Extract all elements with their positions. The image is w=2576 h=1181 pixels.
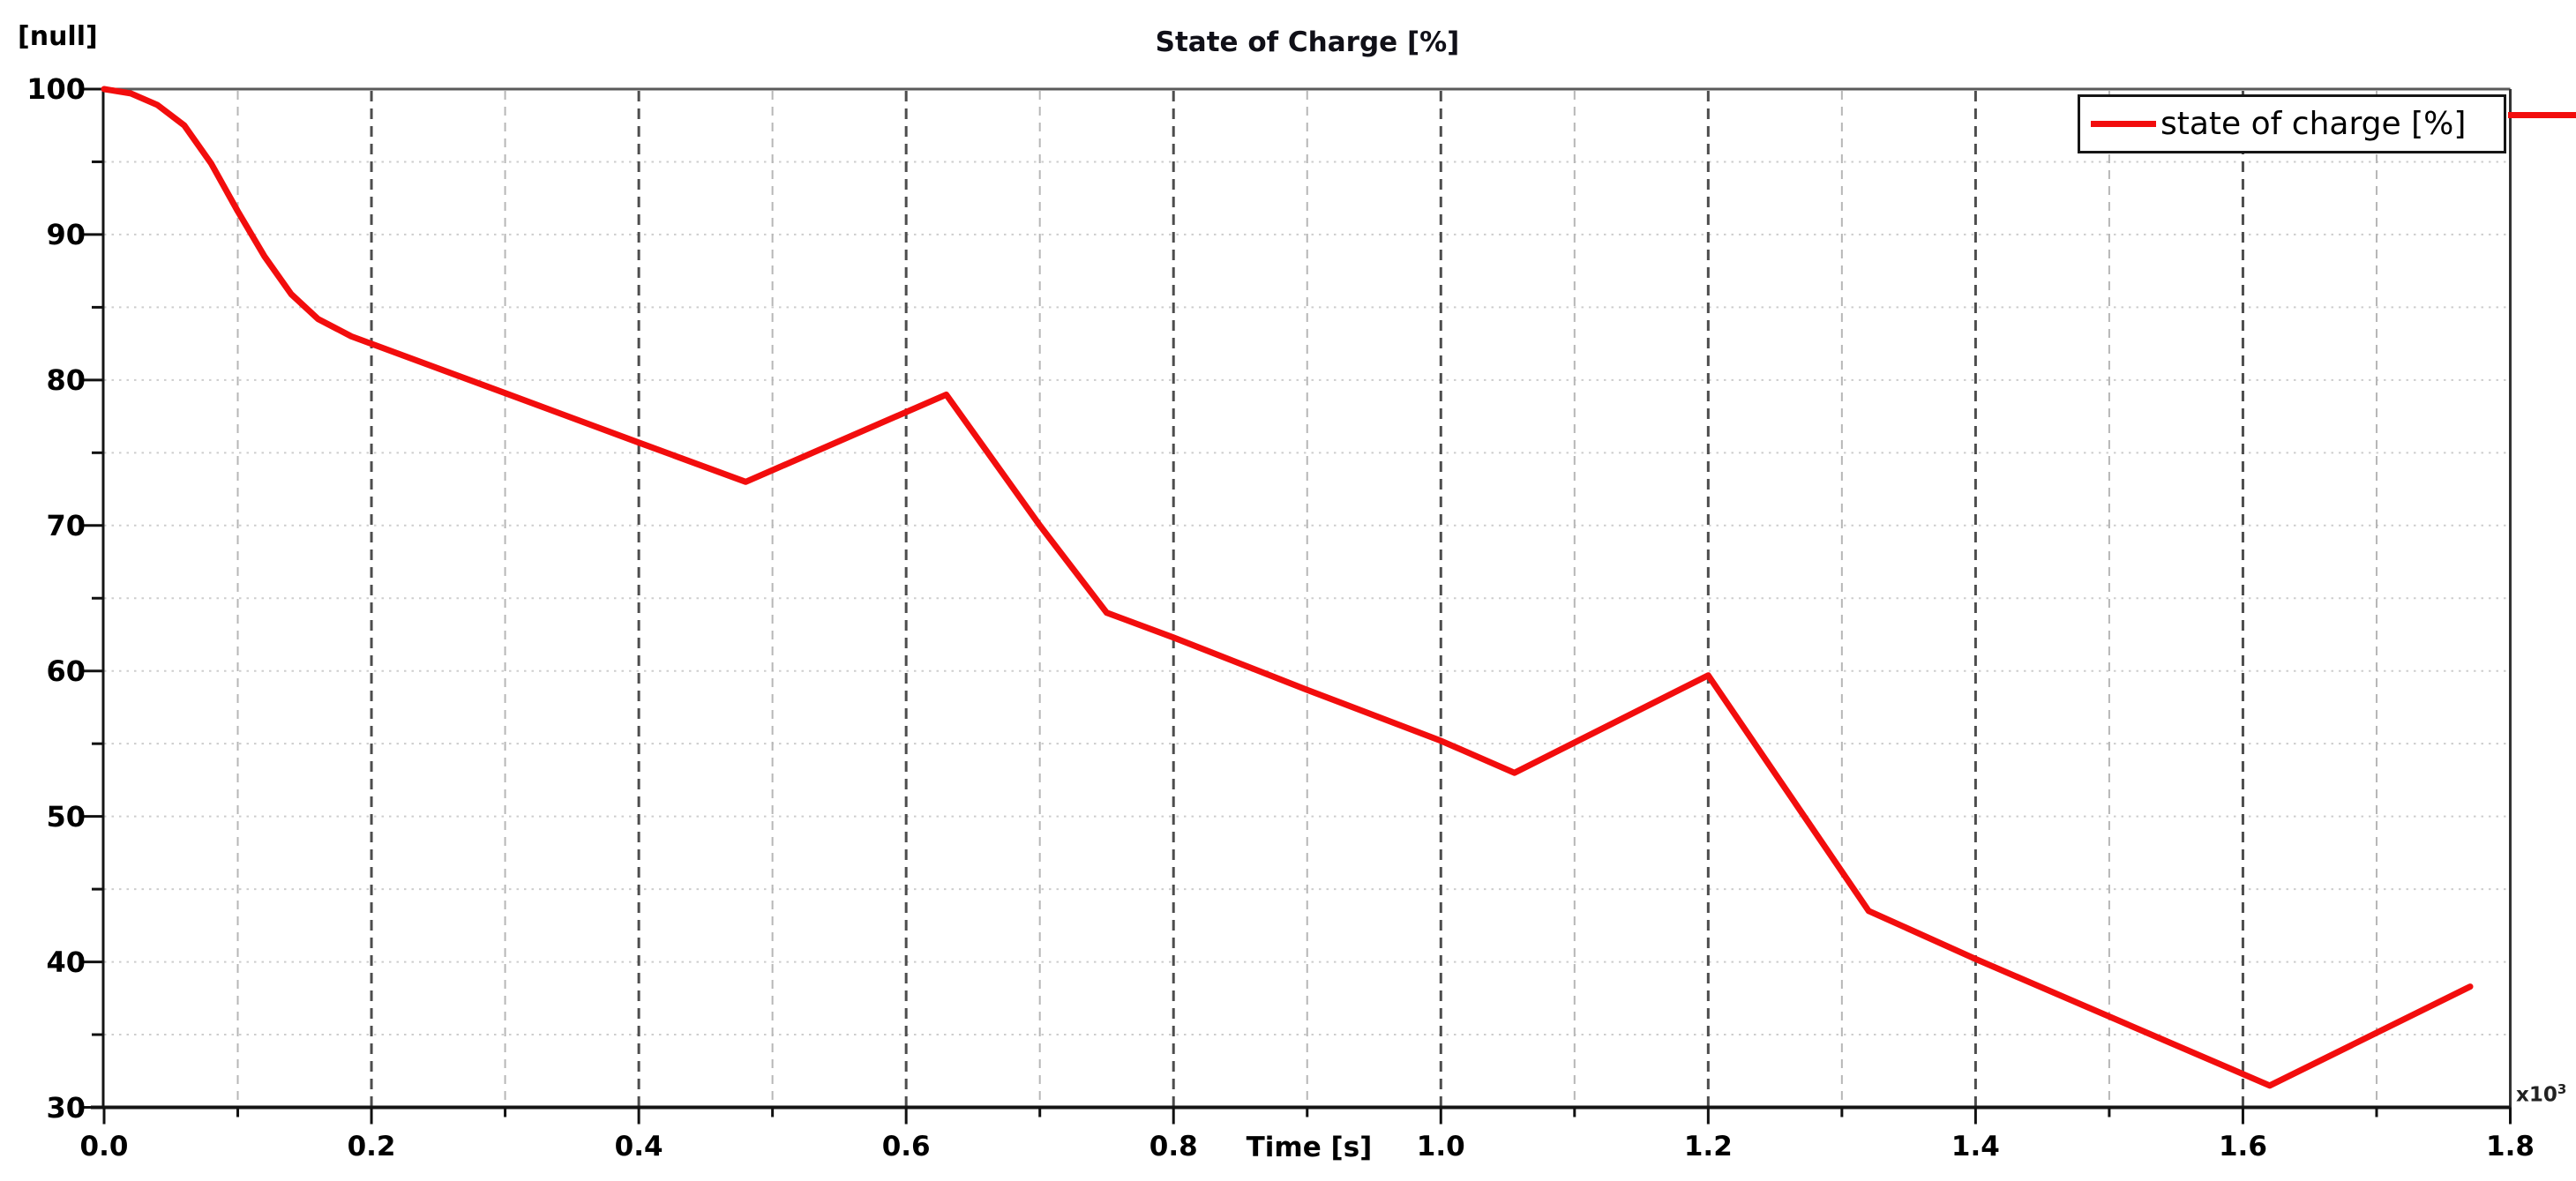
y-tick-label-70: 70 — [46, 508, 86, 542]
x-tick-label-1.6: 1.6 — [2218, 1131, 2267, 1162]
x-tick-label-0.8: 0.8 — [1149, 1131, 1198, 1162]
x-tick-label-0.6: 0.6 — [881, 1131, 931, 1162]
y-tick-label-40: 40 — [46, 945, 86, 979]
y-tick-label-60: 60 — [46, 654, 86, 688]
y-tick-label-100: 100 — [26, 72, 86, 106]
legend-line-sample — [2091, 121, 2156, 127]
x-tick-label-1.8: 1.8 — [2486, 1131, 2535, 1162]
y-tick-label-80: 80 — [46, 363, 86, 397]
y-tick-label-30: 30 — [46, 1090, 86, 1125]
x-tick-label-0.0: 0.0 — [79, 1131, 129, 1162]
x-tick-label-0.2: 0.2 — [347, 1131, 396, 1162]
x-tick-label-0.4: 0.4 — [614, 1131, 663, 1162]
x-tick-label-1.2: 1.2 — [1683, 1131, 1733, 1162]
x-tick-label-1.0: 1.0 — [1416, 1131, 1465, 1162]
x-axis-multiplier: x103 — [2516, 1081, 2567, 1107]
y-tick-label-90: 90 — [46, 217, 86, 251]
legend[interactable]: state of charge [%] — [2078, 94, 2506, 153]
legend-label: state of charge [%] — [2160, 106, 2467, 142]
chart-title: State of Charge [%] — [1155, 26, 1460, 58]
legend-line-tail — [2508, 112, 2576, 118]
y-tick-label-50: 50 — [46, 799, 86, 833]
x-axis-title: Time [s] — [1246, 1132, 1373, 1163]
y-axis-unit-label: [null] — [18, 21, 98, 52]
series-state-of-charge- — [101, 86, 2474, 1089]
x-tick-label-1.4: 1.4 — [1951, 1131, 2000, 1162]
